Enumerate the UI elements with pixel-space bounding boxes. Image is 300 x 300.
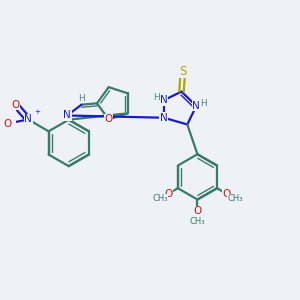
Text: N: N [192,101,200,111]
Text: H: H [153,93,160,102]
Text: O: O [164,189,172,199]
Text: N: N [160,95,168,105]
Text: O: O [3,119,11,129]
Text: N: N [63,110,71,121]
Text: O: O [193,206,202,216]
Text: CH₃: CH₃ [227,194,242,203]
Text: S: S [179,65,187,78]
Text: H: H [201,99,207,108]
Text: +: + [34,109,40,115]
Text: O: O [223,189,231,199]
Text: N: N [24,114,32,124]
Text: O: O [105,115,113,124]
Text: CH₃: CH₃ [152,194,168,203]
Text: CH₃: CH₃ [190,217,205,226]
Text: H: H [78,94,85,103]
Text: O: O [11,100,20,110]
Text: N: N [160,113,168,123]
